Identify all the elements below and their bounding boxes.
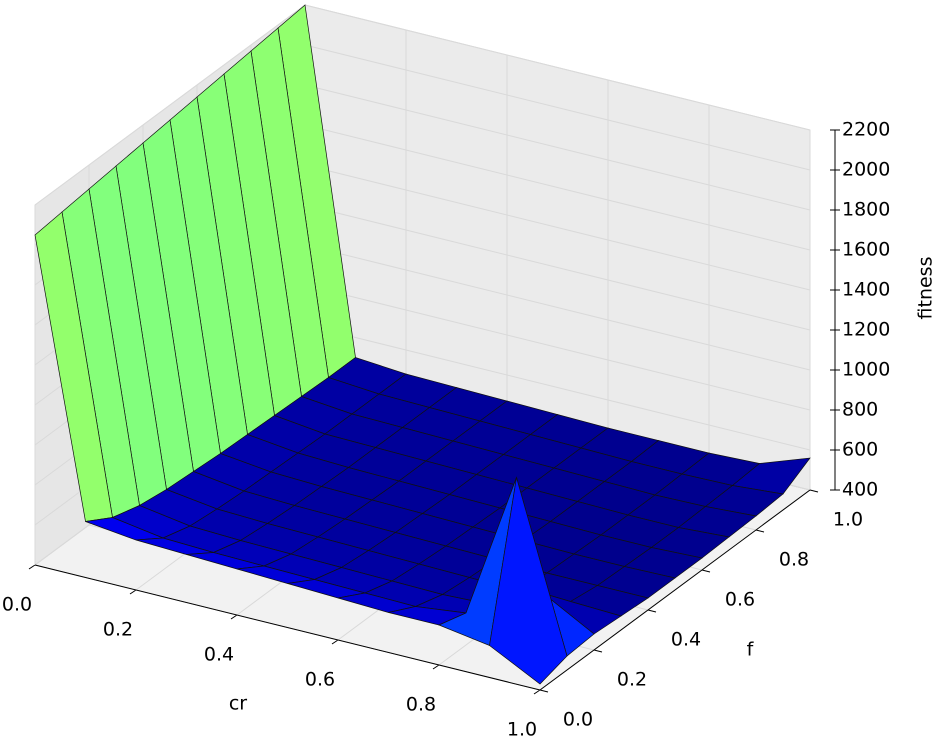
- grid-line: [304, 124, 811, 251]
- grid-line: [304, 324, 811, 451]
- y-tick-label: 0.0: [563, 709, 593, 731]
- z-axis-label: fitness: [915, 257, 936, 320]
- z-tick-label: 2000: [842, 159, 890, 181]
- y-tick: [809, 489, 819, 493]
- y-tick: [539, 689, 549, 693]
- z-tick-label: 1000: [842, 359, 890, 381]
- y-axis-label: f: [747, 639, 755, 661]
- z-tick-label: 1800: [842, 199, 890, 221]
- z-tick-label: 800: [842, 399, 878, 421]
- x-tick-label: 0.4: [204, 644, 234, 666]
- x-tick: [129, 589, 137, 595]
- x-tick-label: 0.2: [103, 619, 133, 641]
- x-tick: [432, 664, 440, 670]
- grid-line: [34, 4, 306, 206]
- z-tick-label: 1200: [842, 319, 890, 341]
- z-tick-label: 600: [842, 439, 878, 461]
- y-tick: [701, 569, 711, 573]
- grid-line: [304, 164, 811, 291]
- grid-line: [304, 4, 811, 131]
- x-tick-label: 0.0: [2, 594, 32, 616]
- x-tick: [230, 614, 238, 620]
- y-tick-label: 0.6: [725, 589, 755, 611]
- y-tick: [593, 649, 603, 653]
- z-tick-label: 400: [842, 479, 878, 501]
- grid-line: [304, 284, 811, 411]
- surface-facet: [489, 477, 568, 685]
- grid-line: [304, 244, 811, 371]
- y-tick-label: 0.2: [617, 669, 647, 691]
- x-tick-label: 0.6: [305, 669, 335, 691]
- grid-line: [304, 84, 811, 211]
- axis-line: [34, 564, 541, 691]
- y-tick-label: 0.8: [779, 549, 809, 571]
- x-tick: [28, 564, 36, 570]
- x-axis-label: cr: [229, 693, 247, 715]
- x-tick-label: 1.0: [507, 719, 537, 741]
- z-tick-label: 1400: [842, 279, 890, 301]
- y-tick: [755, 529, 765, 533]
- z-tick-label: 2200: [842, 119, 890, 141]
- x-tick: [331, 639, 339, 645]
- z-tick-label: 1600: [842, 239, 890, 261]
- y-tick-label: 1.0: [833, 509, 863, 531]
- y-tick-label: 0.4: [671, 629, 701, 651]
- x-tick-label: 0.8: [406, 694, 436, 716]
- y-tick: [647, 609, 657, 613]
- axis-line: [539, 489, 811, 691]
- grid-line: [304, 44, 811, 171]
- x-tick: [533, 689, 541, 695]
- grid-line: [304, 204, 811, 331]
